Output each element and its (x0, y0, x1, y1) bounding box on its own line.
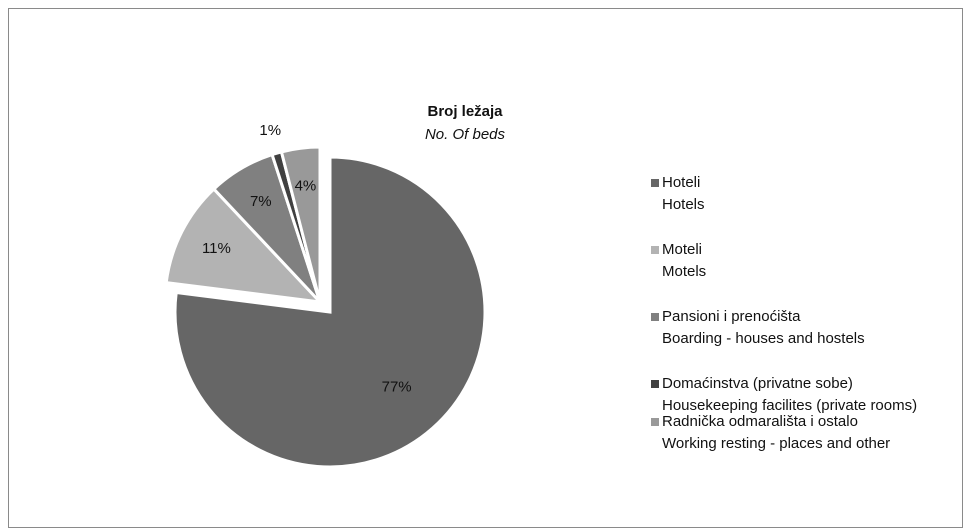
legend-label: Domaćinstva (privatne sobe) (662, 375, 853, 392)
legend-label: Moteli (662, 241, 703, 258)
legend-label: Boarding - houses and hostels (662, 330, 865, 347)
legend-label: Radnička odmarališta i ostalo (662, 413, 858, 430)
chart: Broj ležaja No. Of beds 77% 11% 7% 1% 4% (164, 103, 506, 469)
legend-label: Hoteli (662, 174, 701, 191)
data-label: 1% (259, 122, 281, 139)
legend-label: Housekeeping facilites (private rooms) (662, 397, 918, 414)
legend-swatch (651, 179, 659, 187)
legend-entry: Domaćinstva (privatne sobe) Housekeeping … (651, 373, 937, 417)
legend-label: Pansioni i prenoćišta (662, 308, 801, 325)
legend-label: Motels (662, 263, 707, 280)
data-label: 77% (382, 379, 412, 396)
pie-slice (164, 186, 324, 305)
pie-slice (173, 155, 487, 469)
page: {"chart_data": {"type": "pie", "title": … (8, 8, 963, 528)
legend-entry: Hoteli Hotels (651, 172, 937, 216)
chart-subtitle: No. Of beds (425, 126, 506, 143)
data-label: 11% (202, 240, 231, 257)
legend-swatch (651, 380, 659, 388)
legend-entry: Radnička odmarališta i ostalo Working res… (651, 411, 937, 455)
legend-entry: Pansioni i prenoćišta Boarding - houses a… (651, 306, 937, 350)
legend: Hoteli Hotels Moteli Motels Pansioni i preno… (651, 172, 951, 478)
legend-swatch (651, 246, 659, 254)
pie-slice (279, 145, 322, 303)
legend-swatch (651, 418, 659, 426)
data-label: 7% (250, 193, 272, 210)
legend-entry: Moteli Motels (651, 239, 937, 283)
chart-title: Broj ležaja (427, 103, 503, 120)
data-label: 4% (295, 178, 317, 195)
legend-swatch (651, 313, 659, 321)
legend-label: Hotels (662, 196, 705, 213)
legend-label: Working resting - places and other (662, 435, 891, 452)
